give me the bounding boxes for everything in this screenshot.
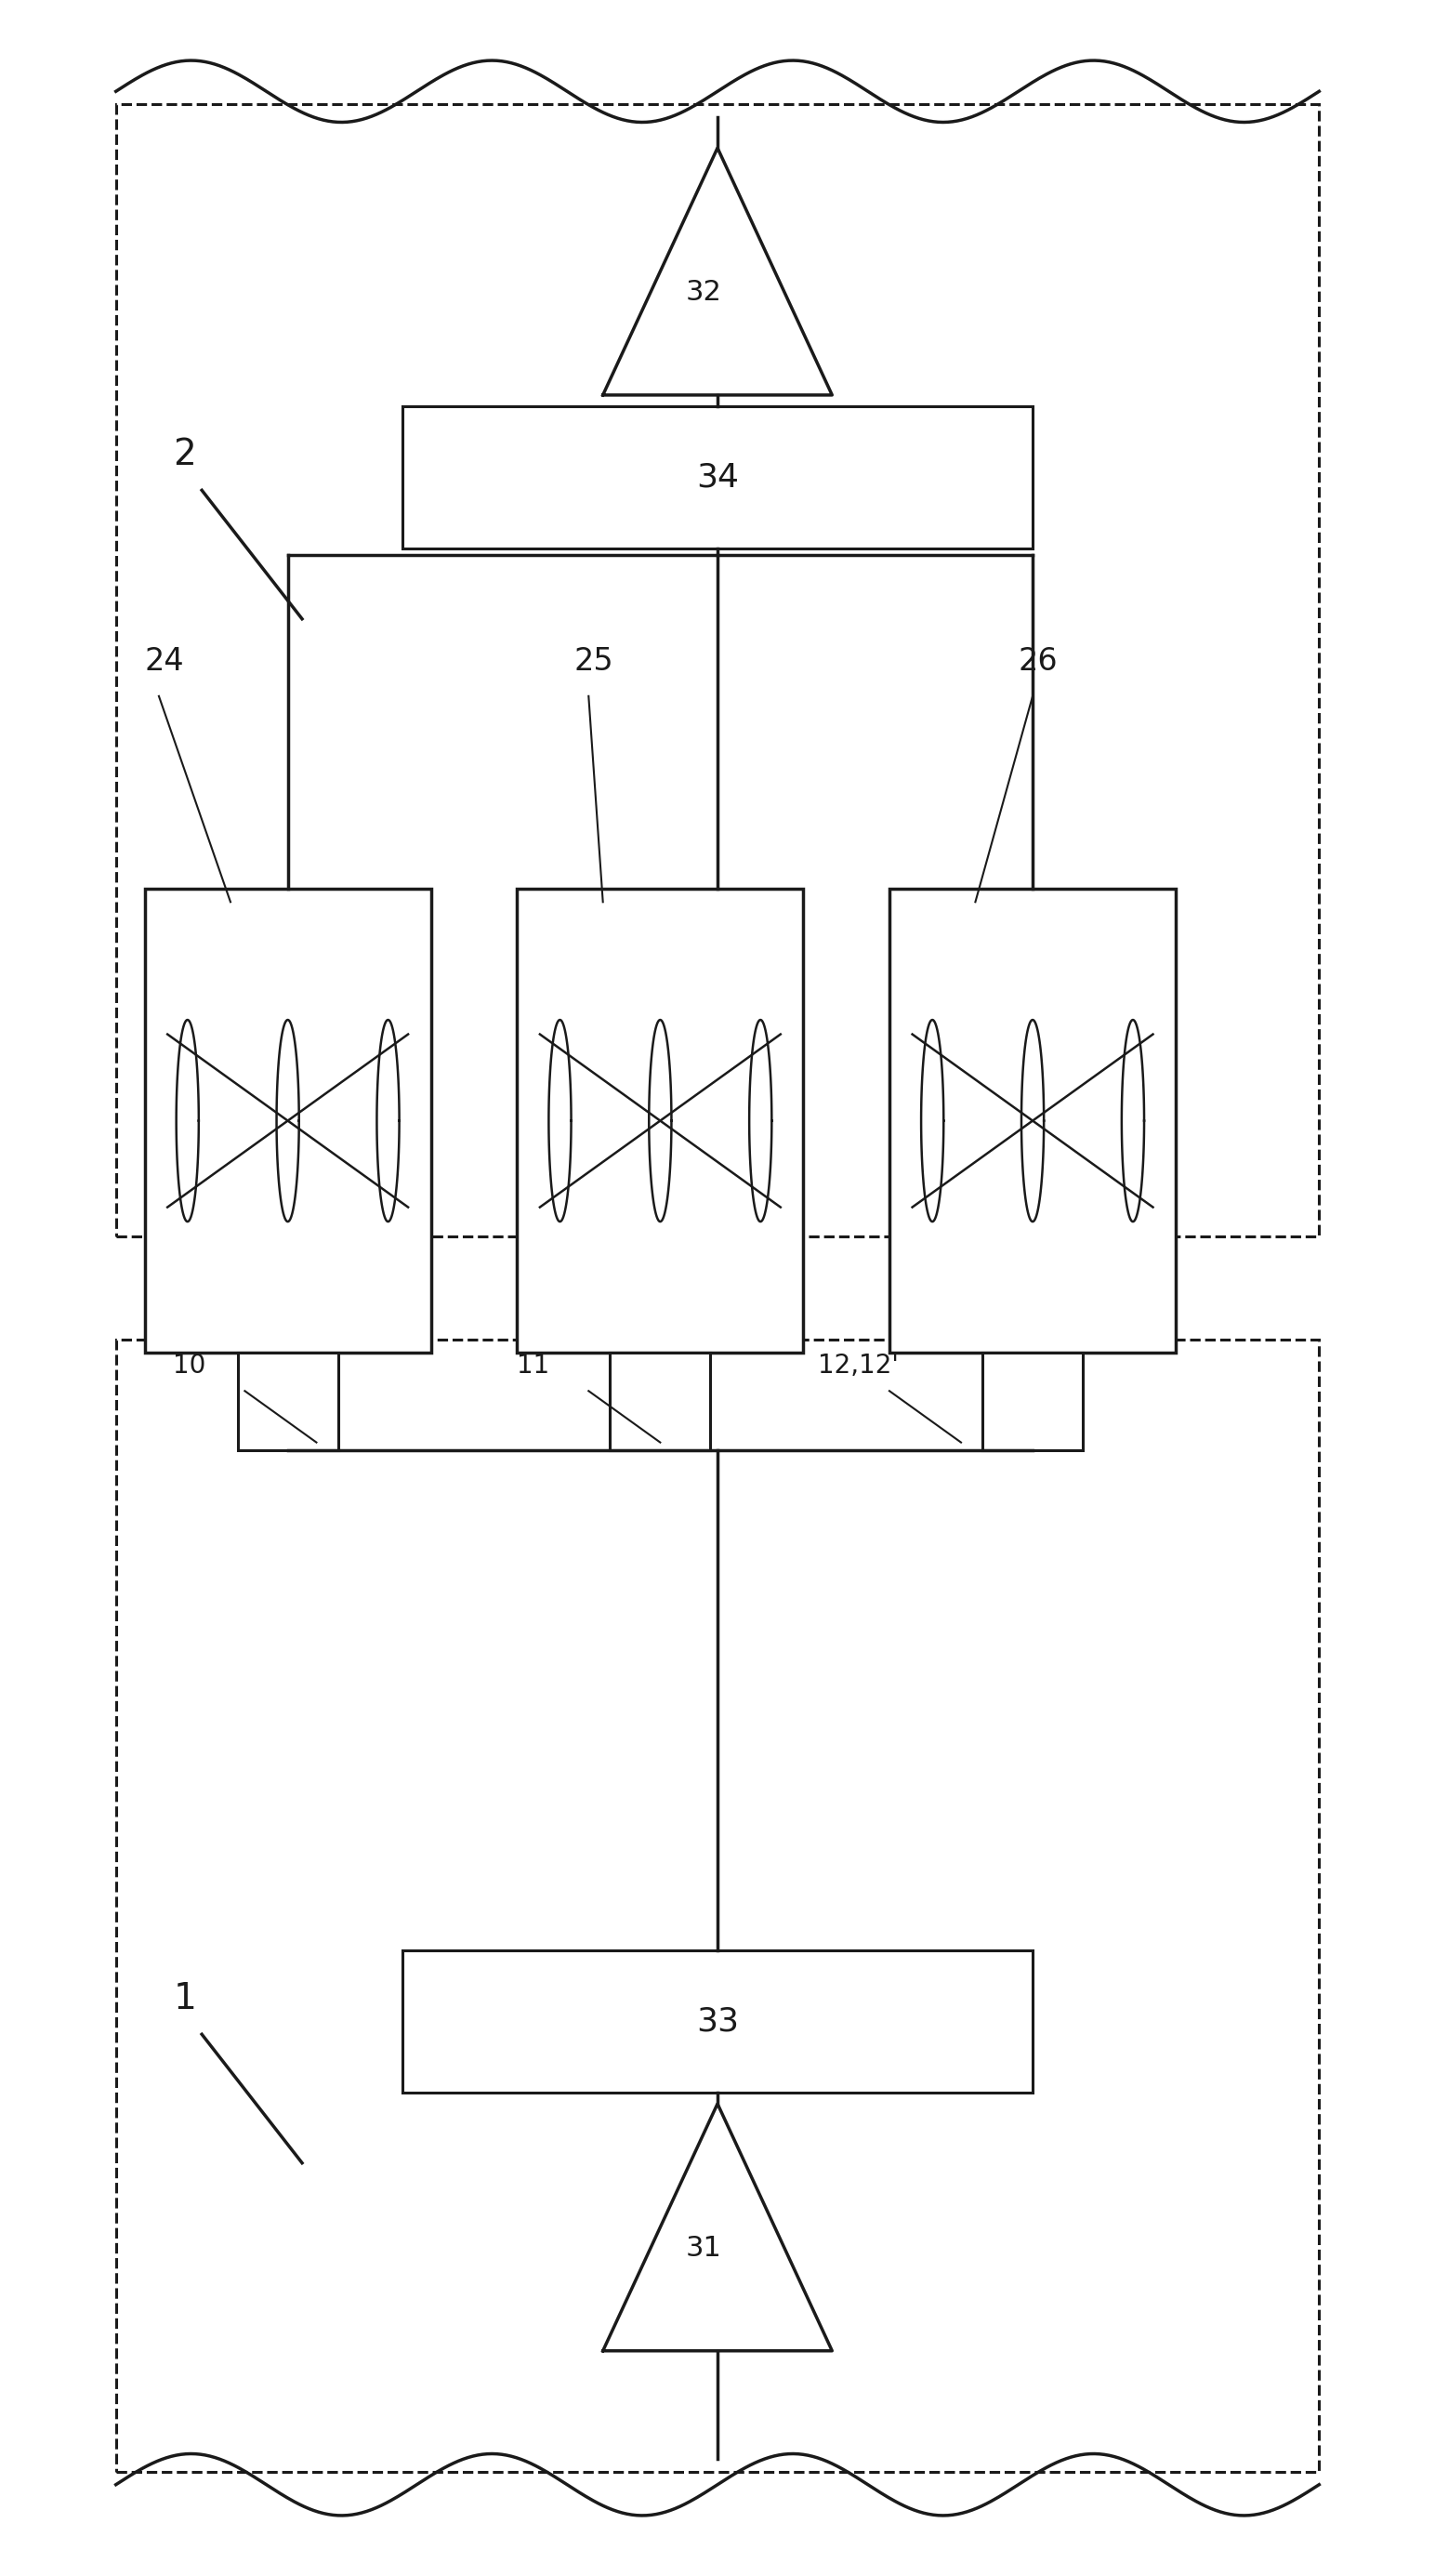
Text: 26: 26 xyxy=(1019,647,1058,677)
Text: 33: 33 xyxy=(696,2007,739,2038)
FancyBboxPatch shape xyxy=(610,1352,710,1450)
FancyBboxPatch shape xyxy=(517,889,804,1352)
FancyBboxPatch shape xyxy=(238,1352,337,1450)
Text: 32: 32 xyxy=(684,278,722,307)
Text: 1: 1 xyxy=(174,1981,197,2017)
Text: 11: 11 xyxy=(517,1352,550,1378)
FancyBboxPatch shape xyxy=(890,889,1175,1352)
FancyBboxPatch shape xyxy=(402,407,1033,549)
Text: 25: 25 xyxy=(574,647,614,677)
FancyBboxPatch shape xyxy=(983,1352,1083,1450)
FancyBboxPatch shape xyxy=(145,889,430,1352)
Text: 10: 10 xyxy=(174,1352,207,1378)
Text: 12,12': 12,12' xyxy=(818,1352,898,1378)
Text: 34: 34 xyxy=(696,461,739,492)
Text: 31: 31 xyxy=(684,2233,722,2262)
Text: 2: 2 xyxy=(174,435,197,471)
Text: 24: 24 xyxy=(145,647,184,677)
FancyBboxPatch shape xyxy=(402,1950,1033,2092)
